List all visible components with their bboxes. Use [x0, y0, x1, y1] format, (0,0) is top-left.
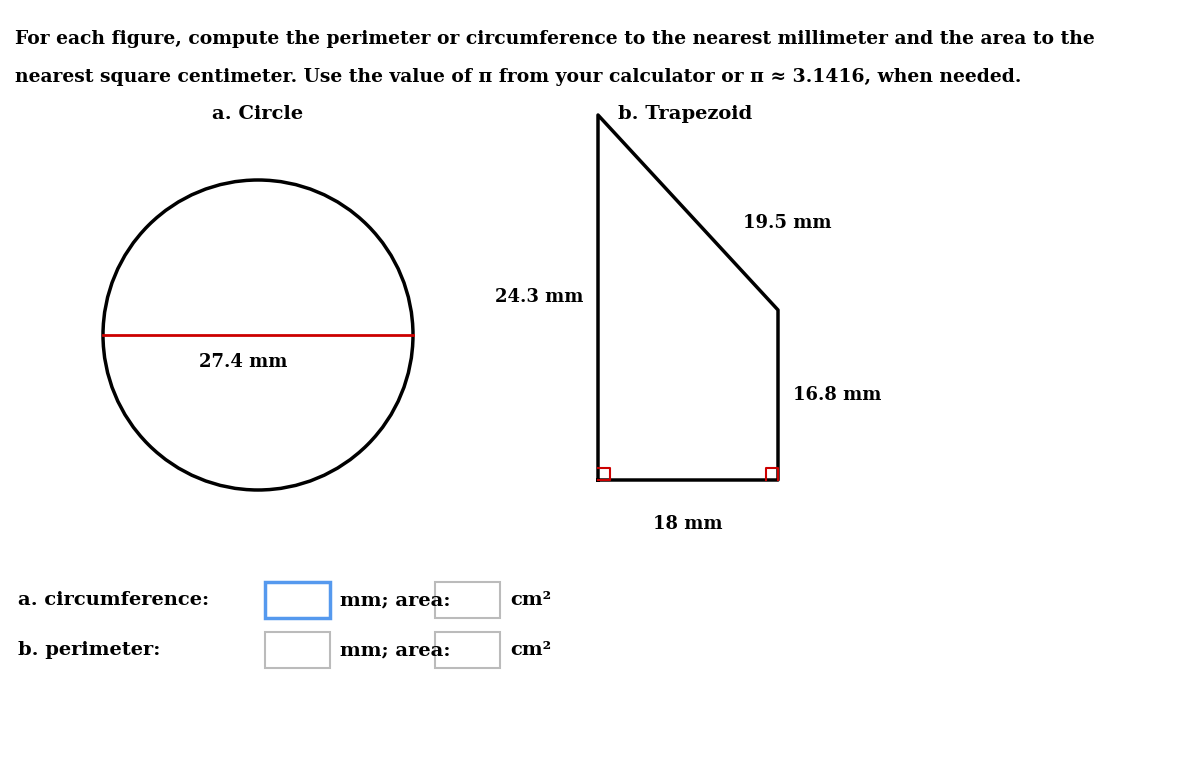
Text: a. Circle: a. Circle: [212, 105, 304, 123]
Text: 19.5 mm: 19.5 mm: [743, 213, 832, 231]
Text: 16.8 mm: 16.8 mm: [793, 386, 881, 404]
Text: 18 mm: 18 mm: [653, 515, 722, 533]
Text: a. circumference:: a. circumference:: [18, 591, 209, 609]
Text: 24.3 mm: 24.3 mm: [494, 288, 583, 307]
Text: cm²: cm²: [510, 591, 551, 609]
FancyBboxPatch shape: [265, 582, 330, 618]
FancyBboxPatch shape: [265, 632, 330, 668]
FancyBboxPatch shape: [436, 632, 500, 668]
Text: For each figure, compute the perimeter or circumference to the nearest millimete: For each figure, compute the perimeter o…: [14, 30, 1094, 48]
Text: b. Trapezoid: b. Trapezoid: [618, 105, 752, 123]
Text: nearest square centimeter. Use the value of π from your calculator or π ≈ 3.1416: nearest square centimeter. Use the value…: [14, 68, 1021, 86]
Text: b. perimeter:: b. perimeter:: [18, 641, 161, 659]
Text: mm; area:: mm; area:: [340, 591, 450, 609]
FancyBboxPatch shape: [436, 582, 500, 618]
Text: mm; area:: mm; area:: [340, 641, 450, 659]
Text: cm²: cm²: [510, 641, 551, 659]
Text: 27.4 mm: 27.4 mm: [199, 353, 287, 371]
